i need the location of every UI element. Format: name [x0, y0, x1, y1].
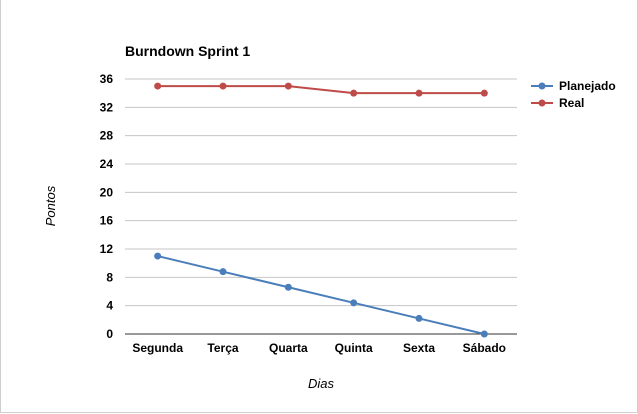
- x-tick-label: Terça: [207, 341, 238, 355]
- gridlines: [125, 78, 517, 335]
- legend: Planejado Real: [531, 79, 616, 110]
- y-tick-label: 32: [100, 100, 114, 114]
- data-point-planejado: [154, 252, 162, 260]
- data-point-planejado: [219, 268, 227, 276]
- legend-label: Planejado: [559, 79, 616, 93]
- data-point-real: [415, 89, 423, 97]
- legend-swatch-marker: [538, 99, 546, 107]
- data-point-planejado: [480, 330, 488, 338]
- data-point-real: [154, 82, 162, 90]
- data-point-real: [480, 89, 488, 97]
- x-tick-label: Quinta: [335, 341, 373, 355]
- chart-title: Burndown Sprint 1: [125, 43, 250, 59]
- data-point-real: [219, 82, 227, 90]
- series-line-planejado: [157, 255, 485, 335]
- data-point-planejado: [415, 314, 423, 322]
- x-tick-label: Segunda: [132, 341, 183, 355]
- legend-label: Real: [559, 96, 584, 110]
- y-tick-label: 24: [100, 157, 114, 171]
- legend-swatch-marker: [538, 82, 546, 90]
- y-axis-label: Pontos: [43, 185, 58, 226]
- data-point-real: [284, 82, 292, 90]
- x-axis-ticks: Segunda Terça Quarta Quinta Sexta Sábado: [132, 341, 506, 355]
- x-axis-label: Dias: [308, 376, 335, 391]
- y-tick-label: 4: [106, 299, 113, 313]
- y-tick-label: 8: [106, 270, 113, 284]
- y-axis-ticks: 0 4 8 12 16 20 24 28 32 36: [100, 72, 114, 341]
- y-tick-label: 12: [100, 242, 114, 256]
- y-tick-label: 28: [100, 129, 114, 143]
- y-tick-label: 36: [100, 72, 114, 86]
- y-tick-label: 0: [106, 327, 113, 341]
- y-tick-label: 16: [100, 214, 114, 228]
- data-point-planejado: [350, 299, 358, 307]
- data-point-planejado: [284, 283, 292, 291]
- series-group: [154, 82, 488, 338]
- x-tick-label: Sábado: [463, 341, 506, 355]
- x-tick-label: Quarta: [269, 341, 308, 355]
- data-point-real: [350, 89, 358, 97]
- x-tick-label: Sexta: [403, 341, 435, 355]
- series-line-real: [157, 85, 485, 95]
- y-tick-label: 20: [100, 185, 114, 199]
